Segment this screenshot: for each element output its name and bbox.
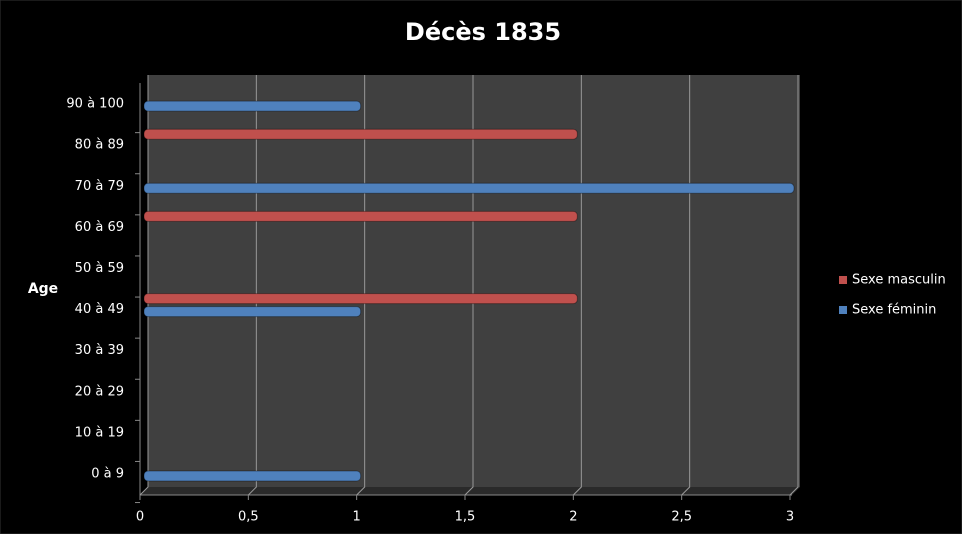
grid-line bbox=[681, 75, 691, 496]
legend-label: Sexe féminin bbox=[852, 303, 936, 318]
legend-label: Sexe masculin bbox=[852, 273, 946, 288]
bar bbox=[143, 293, 578, 305]
x-tick-label: 2,5 bbox=[671, 510, 692, 525]
y-tick-label: 60 à 69 bbox=[75, 220, 124, 235]
y-tick-label: 40 à 49 bbox=[75, 302, 124, 317]
x-tick-label: 1 bbox=[353, 510, 361, 525]
chart-title: Décès 1835 bbox=[405, 18, 561, 46]
y-axis-label: Age bbox=[28, 281, 58, 297]
grid-line bbox=[789, 75, 799, 496]
y-tick-label: 50 à 59 bbox=[75, 261, 124, 276]
bar bbox=[143, 128, 578, 140]
plot-floor bbox=[140, 487, 800, 495]
bar bbox=[143, 306, 362, 318]
bar bbox=[143, 182, 795, 194]
bar bbox=[143, 470, 362, 482]
y-tick-label: 30 à 39 bbox=[75, 343, 124, 358]
x-tick-label: 0,5 bbox=[238, 510, 259, 525]
bar bbox=[143, 100, 362, 112]
legend-swatch bbox=[839, 276, 847, 284]
y-tick-label: 70 à 79 bbox=[75, 179, 124, 194]
y-tick-label: 80 à 89 bbox=[75, 138, 124, 153]
plot-back-wall bbox=[148, 75, 800, 487]
y-tick-label: 0 à 9 bbox=[91, 467, 124, 482]
grid-line bbox=[572, 75, 582, 496]
bar bbox=[143, 210, 578, 222]
x-tick-label: 0 bbox=[136, 510, 144, 525]
y-tick-label: 20 à 29 bbox=[75, 384, 124, 399]
y-tick-label: 10 à 19 bbox=[75, 425, 124, 440]
x-tick-label: 2 bbox=[569, 510, 577, 525]
x-tick-label: 3 bbox=[786, 510, 794, 525]
y-tick-label: 90 à 100 bbox=[66, 97, 124, 112]
x-tick-label: 1,5 bbox=[455, 510, 476, 525]
legend-swatch bbox=[839, 306, 847, 314]
